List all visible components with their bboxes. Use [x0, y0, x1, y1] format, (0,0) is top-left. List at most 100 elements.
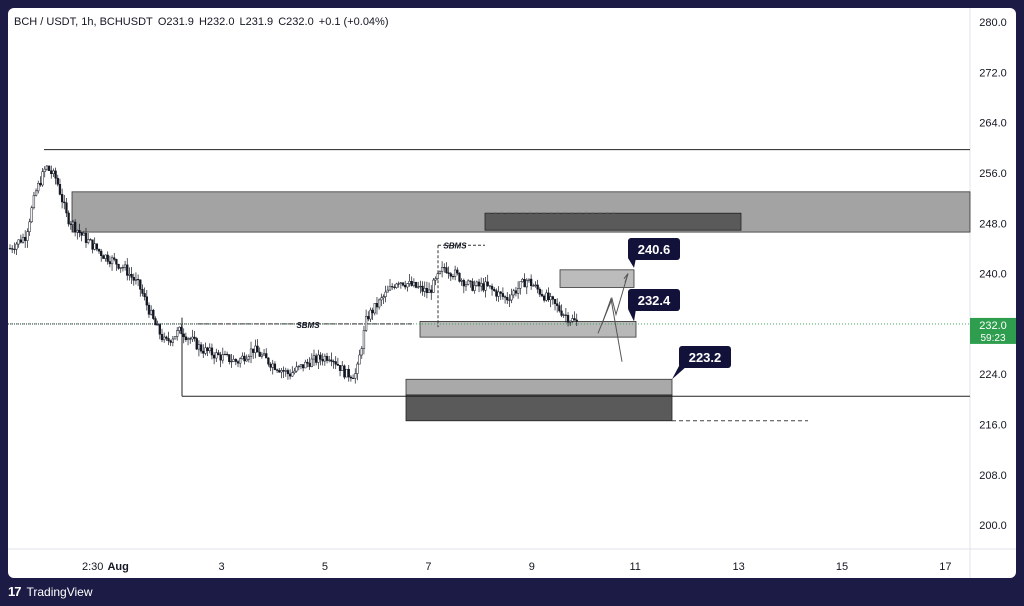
candle-body [347, 368, 350, 378]
candle-body [319, 354, 322, 360]
candle-body [508, 299, 511, 301]
supply-zone-dark[interactable] [484, 212, 742, 231]
candle-body [186, 338, 190, 341]
y-tick-label: 200.0 [979, 520, 1007, 532]
candle-body [121, 267, 125, 269]
candle-body [562, 314, 565, 316]
ohlc-change: +0.1 (+0.04%) [318, 16, 389, 28]
candle-body [419, 285, 422, 288]
candle-body [334, 361, 337, 365]
x-tick-label: 3 [219, 561, 225, 573]
candle-body [267, 357, 270, 365]
candle-body [408, 280, 411, 284]
candle-body [71, 221, 75, 225]
demand-zone-dark[interactable] [405, 394, 673, 422]
target-callout-label: 223.2 [689, 350, 722, 365]
candle-body [512, 290, 515, 296]
candle-body [80, 232, 83, 236]
candle-body [456, 269, 459, 274]
candle-body [217, 352, 220, 356]
candle-body [50, 170, 53, 174]
candle-body [354, 373, 357, 379]
candle-body [39, 183, 42, 186]
y-tick-label: 224.0 [979, 369, 1007, 381]
candle-body [575, 319, 578, 322]
candle-body [176, 330, 179, 337]
candle-body [147, 304, 151, 315]
current-price-tag[interactable] [970, 317, 1016, 344]
footer-brand[interactable]: 17 TradingView [8, 584, 93, 599]
x-tick-label: 13 [732, 561, 744, 573]
candle-body [191, 336, 194, 340]
candle-body [17, 239, 20, 245]
candle-body [67, 212, 70, 225]
x-tick-label: 5 [322, 561, 328, 573]
candle-body [375, 303, 379, 308]
candle-body [149, 309, 153, 315]
candle-body [134, 279, 138, 281]
candle-body [275, 369, 279, 371]
candle-body [154, 318, 157, 326]
candle-body [256, 345, 259, 353]
candle-body [60, 194, 64, 203]
candle-body [373, 303, 376, 314]
price-chart[interactable]: 200.0 208.0 216.0 224.0 232.0 240.0 248.0 256.0… [8, 8, 1016, 578]
candle-body [288, 373, 292, 377]
candle-body [467, 280, 470, 285]
candle-body [380, 297, 383, 301]
candle-body [236, 361, 240, 364]
candle-body [69, 223, 72, 225]
demand-zone-light[interactable] [405, 378, 673, 396]
candle-body [43, 168, 46, 172]
candle-body [560, 310, 563, 316]
candle-body [501, 293, 505, 297]
candle-body [215, 352, 218, 359]
candle-body [523, 279, 526, 288]
candle-body [126, 264, 129, 276]
candle-body [54, 170, 57, 179]
candle-body [19, 239, 23, 243]
candle-body [519, 281, 522, 289]
candle-body [462, 280, 465, 287]
candle-body [547, 292, 550, 301]
candle-body [45, 165, 49, 170]
candle-body [108, 261, 112, 265]
candle-body [204, 347, 207, 354]
candle-body [338, 365, 342, 371]
candle-body [173, 336, 177, 340]
candle-body [30, 207, 33, 223]
y-tick-label: 216.0 [979, 420, 1007, 432]
candle-body [351, 377, 355, 379]
target-callout-box[interactable] [628, 289, 680, 311]
candle-body [332, 361, 335, 363]
candle-body [119, 267, 122, 269]
candle-body [312, 355, 316, 360]
target-zone-mid[interactable] [419, 321, 637, 338]
candle-body [349, 376, 353, 379]
candle-body [56, 177, 59, 185]
candle-body [330, 359, 333, 362]
candle-body [382, 296, 385, 299]
ohlc-high: H232.0 [198, 16, 235, 28]
candle-body [286, 370, 290, 375]
candle-body [197, 344, 201, 350]
x-tick-label: 7 [425, 561, 431, 573]
target-callout-box[interactable] [679, 346, 731, 368]
symbol-name[interactable]: BCH / USDT, 1h, BCHUSDT [14, 16, 153, 28]
candle-body [163, 336, 166, 341]
candle-body [13, 248, 16, 251]
candle-body [449, 273, 452, 277]
candle-body [451, 276, 455, 278]
candle-body [432, 279, 435, 293]
target-callout-box[interactable] [628, 238, 680, 260]
ohlc-low: L231.9 [239, 16, 274, 28]
candle-body [15, 243, 18, 250]
candle-body [325, 355, 329, 361]
candle-body [477, 281, 481, 287]
candle-body [490, 285, 494, 290]
candle-body [566, 314, 570, 323]
candle-body [328, 359, 331, 361]
candle-body [516, 288, 520, 294]
target-callout-label: 232.4 [638, 293, 671, 308]
target-zone-upper[interactable] [559, 269, 635, 288]
